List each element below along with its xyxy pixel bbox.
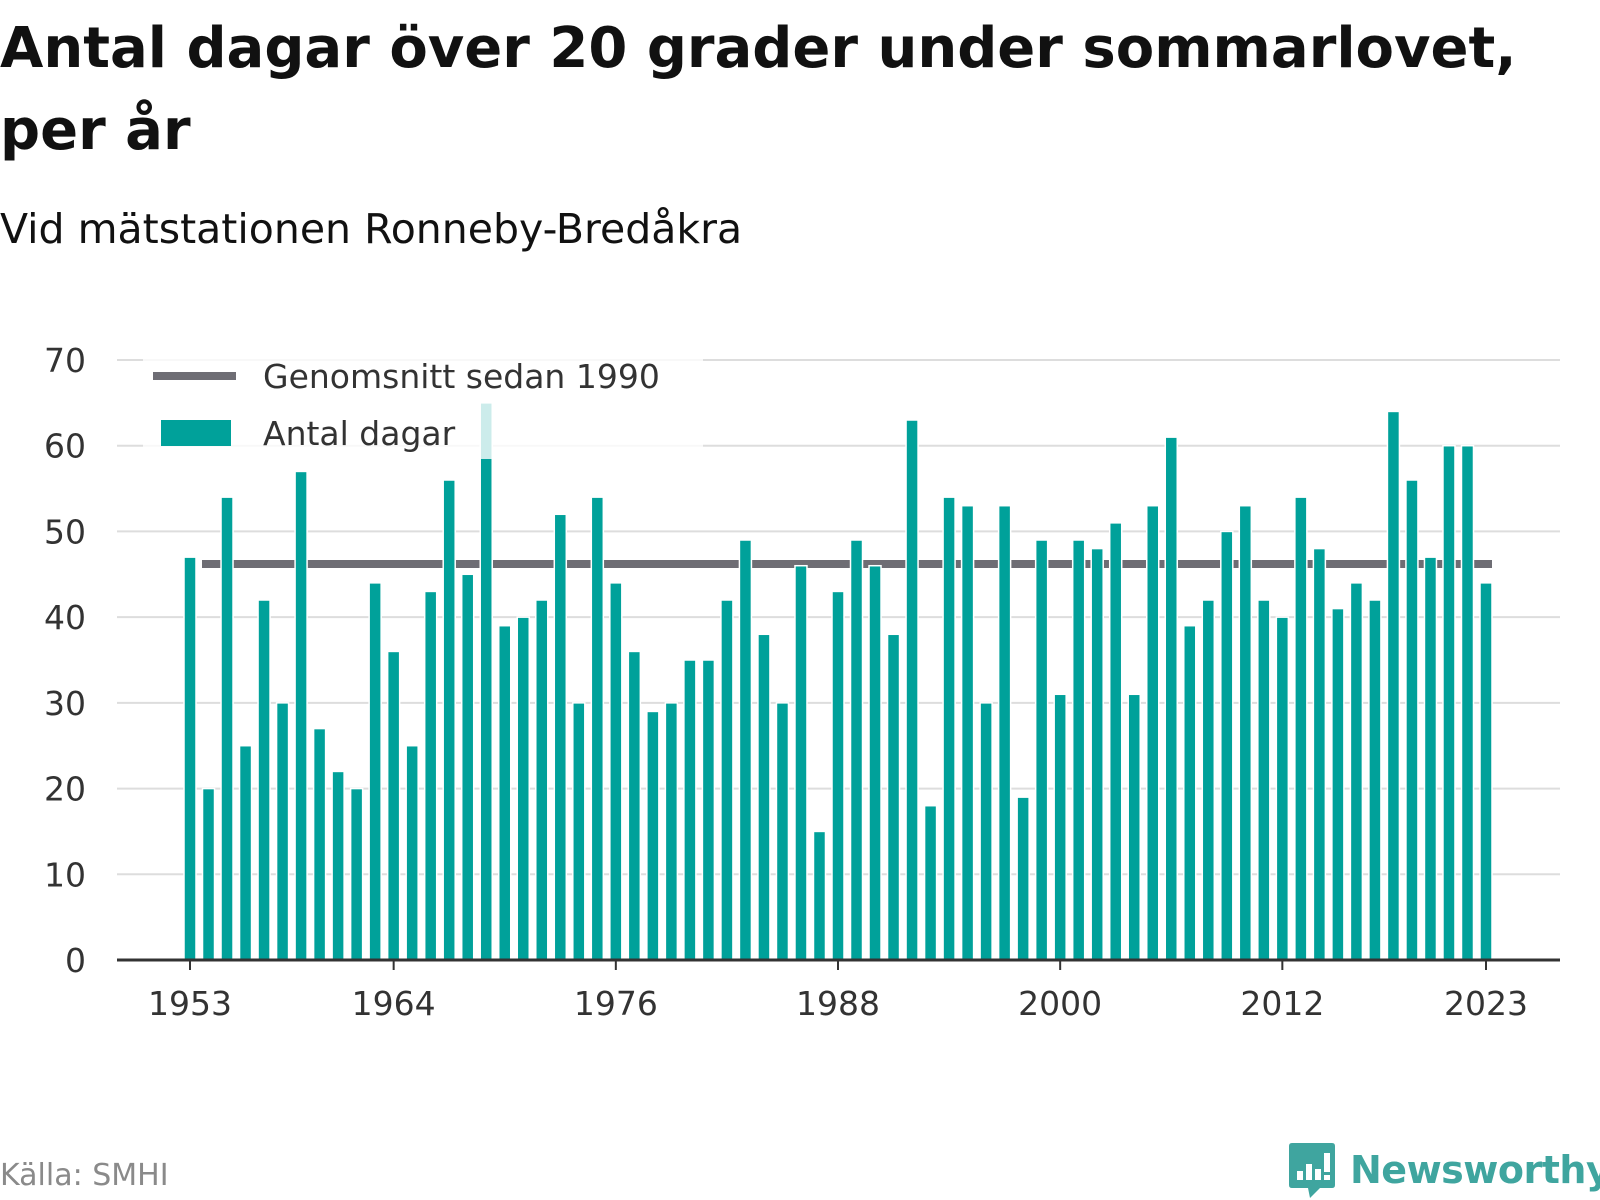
bar (590, 496, 605, 961)
chart-subtitle: Vid mätstationen Ronneby-Bredåkra (0, 205, 743, 253)
bar (849, 539, 864, 961)
bar (1016, 796, 1030, 961)
bar (312, 727, 327, 961)
bar (812, 830, 827, 961)
bar (386, 650, 401, 961)
bar (886, 633, 901, 961)
bar (627, 650, 642, 961)
bar (1423, 556, 1438, 961)
bar (349, 787, 364, 961)
bar (257, 599, 271, 961)
bar (942, 496, 956, 961)
x-tick-label: 2000 (1018, 984, 1102, 1023)
bar (1127, 693, 1141, 961)
bar (1349, 582, 1364, 961)
x-tick-label: 1988 (796, 984, 880, 1023)
y-tick-label: 60 (44, 427, 86, 466)
y-tick-label: 0 (65, 941, 86, 980)
bar (1331, 607, 1345, 961)
bar (923, 804, 938, 961)
legend-average-label: Genomsnitt sedan 1990 (263, 357, 660, 396)
bars (183, 402, 1493, 961)
bar (1183, 624, 1197, 961)
legend-bars-label: Antal dagar (263, 414, 456, 453)
bar (646, 710, 660, 961)
bar (535, 599, 549, 961)
bar (201, 787, 216, 961)
bar (664, 702, 679, 961)
bar (516, 616, 531, 961)
bar (220, 496, 234, 961)
bar (479, 402, 493, 961)
bar (497, 624, 512, 961)
y-tick-label: 50 (44, 512, 86, 551)
bar (1386, 410, 1401, 961)
bar (794, 564, 808, 961)
bar (368, 582, 382, 961)
bar (979, 702, 993, 961)
bar (683, 659, 697, 961)
source-note: Källa: SMHI (0, 1158, 169, 1193)
bar (1145, 504, 1160, 961)
bar (1053, 693, 1067, 961)
bar (1201, 599, 1216, 961)
bar (757, 633, 771, 961)
bar (442, 479, 456, 961)
bar (997, 504, 1012, 961)
x-tick-label: 1976 (574, 984, 658, 1023)
bar (1312, 547, 1327, 961)
bar (331, 770, 345, 961)
bar (720, 599, 734, 961)
brand-logo: Newsworthy (1288, 1142, 1600, 1198)
bar (275, 702, 290, 961)
bar (609, 582, 623, 961)
bar (1442, 444, 1456, 961)
bar (423, 590, 438, 961)
bar (775, 702, 790, 961)
bar (1405, 479, 1419, 961)
bar (738, 539, 753, 961)
bar (553, 513, 568, 961)
bar (572, 702, 586, 961)
bar (1164, 436, 1179, 961)
x-tick-label: 2012 (1240, 984, 1324, 1023)
chart-title: Antal dagar över 20 grader under sommarl… (0, 16, 1517, 163)
bar (405, 744, 419, 961)
y-tick-label: 30 (44, 684, 86, 723)
y-tick-label: 40 (44, 598, 86, 637)
bar (1479, 582, 1493, 961)
y-tick-label: 20 (44, 770, 86, 809)
bar (183, 556, 197, 961)
bar (294, 470, 308, 961)
bar (1460, 444, 1475, 961)
legend-bars-swatch (161, 420, 231, 446)
chart-bubble-icon (1289, 1143, 1335, 1198)
bar (1071, 539, 1086, 961)
bar (1034, 539, 1049, 961)
bar (701, 659, 716, 961)
bar (1294, 496, 1308, 961)
bar (1368, 599, 1382, 961)
bar (238, 744, 253, 961)
bar (460, 573, 475, 961)
y-tick-label: 10 (44, 855, 86, 894)
bar (1108, 522, 1123, 961)
brand-name: Newsworthy (1350, 1148, 1600, 1192)
bar (960, 504, 975, 961)
x-tick-label: 2023 (1444, 984, 1528, 1023)
bar (905, 419, 919, 961)
y-tick-label: 70 (44, 341, 86, 380)
bar (831, 590, 845, 961)
bar (1090, 547, 1104, 961)
bar (1220, 530, 1234, 961)
bar (1238, 504, 1253, 961)
axes: 1953 1964 1976 1988 2000 2012 2023 (117, 958, 1560, 1023)
bar (1275, 616, 1290, 961)
x-tick-label: 1964 (352, 984, 436, 1023)
bar (868, 564, 882, 961)
x-tick-label: 1953 (148, 984, 232, 1023)
legend: Genomsnitt sedan 1990 Antal dagar (143, 347, 703, 459)
bar (1257, 599, 1271, 961)
